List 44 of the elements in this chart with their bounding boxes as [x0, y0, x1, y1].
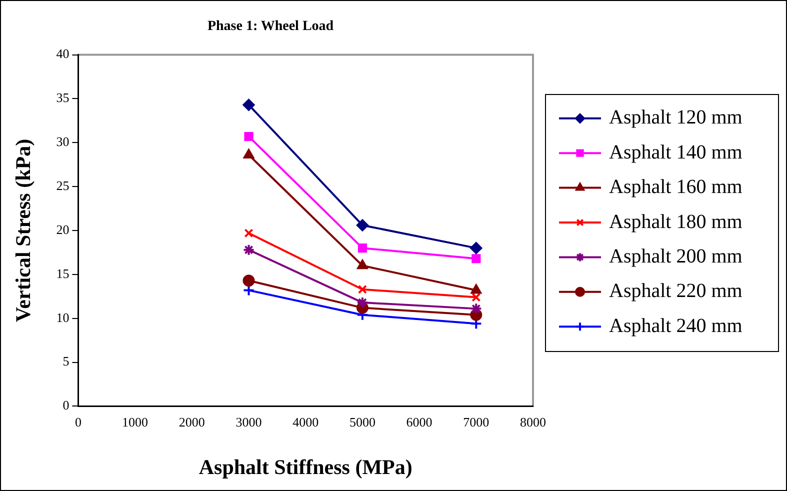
x-tick-label: 4000 [292, 414, 319, 430]
x-tick-label: 6000 [406, 414, 432, 430]
point [358, 244, 367, 253]
point [358, 284, 367, 294]
legend-label: Asphalt 200 mm [609, 245, 743, 268]
point [357, 260, 368, 270]
point [470, 302, 482, 315]
point [244, 228, 254, 238]
point [244, 132, 254, 142]
chart-title: Phase 1: Wheel Load [207, 19, 334, 34]
x-axis-title: Asphalt Stiffness (MPa) [198, 454, 412, 479]
y-tick-label: 25 [56, 178, 70, 193]
point [470, 284, 482, 294]
x-tick-label: 5000 [349, 414, 376, 430]
x-tick-label: 3000 [236, 414, 262, 430]
x-tick-label: 8000 [520, 414, 546, 430]
y-tick-label: 40 [56, 46, 70, 62]
point [472, 292, 481, 302]
y-tick-label: 10 [56, 310, 70, 325]
point [472, 254, 481, 264]
y-axis-title: Vertical Stress (kPa) [11, 138, 36, 322]
y-tick-label: 30 [56, 134, 70, 150]
legend-label: Asphalt 160 mm [609, 176, 743, 198]
point [470, 242, 482, 254]
point [242, 244, 255, 256]
point [243, 148, 254, 158]
legend-label: Asphalt 180 mm [609, 210, 743, 233]
x-tick-label: 2000 [178, 414, 205, 430]
y-tick-label: 5 [62, 354, 70, 369]
point [356, 219, 368, 232]
x-tick-label: 1000 [122, 414, 148, 430]
y-tick-label: 15 [56, 266, 70, 281]
point [242, 98, 255, 111]
y-tick-label: 0 [62, 398, 70, 413]
legend-label: Asphalt 240 mm [609, 314, 743, 337]
legend-label: Asphalt 120 mm [609, 106, 743, 129]
x-tick-label: 7000 [463, 414, 490, 430]
x-tick-label: 0 [74, 414, 82, 430]
point [356, 296, 368, 309]
y-tick-label: 35 [56, 90, 70, 106]
legend-label: Asphalt 140 mm [609, 141, 743, 164]
point [242, 274, 255, 287]
legend-label: Asphalt 220 mm [609, 280, 743, 302]
y-tick-label: 20 [56, 222, 70, 237]
